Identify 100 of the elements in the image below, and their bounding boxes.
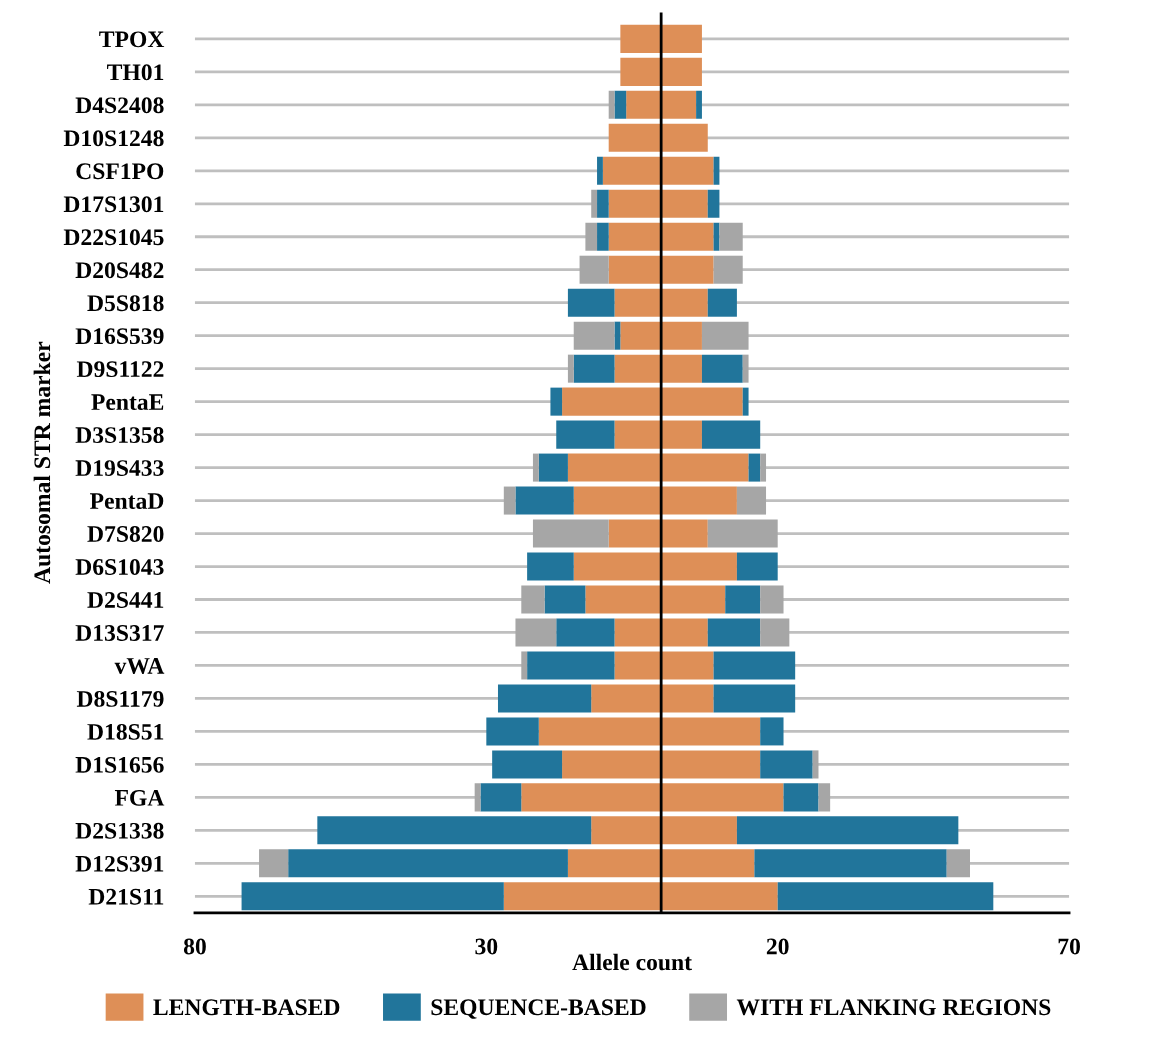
bar <box>661 57 702 86</box>
bar <box>661 255 714 284</box>
bar <box>556 618 615 647</box>
legend-label: SEQUENCE-BASED <box>431 999 646 1019</box>
y-tick-label: D10S1248 <box>63 130 164 147</box>
bar <box>556 420 615 449</box>
x-axis-title: Allele count <box>572 953 692 971</box>
bar <box>503 486 516 515</box>
bar <box>567 354 574 383</box>
bar <box>567 453 662 482</box>
bar <box>585 222 598 251</box>
bar <box>544 585 586 614</box>
bar <box>614 618 662 647</box>
bar <box>259 849 289 878</box>
bar <box>241 882 504 911</box>
bar <box>661 750 761 779</box>
bar <box>608 222 662 251</box>
bar <box>713 684 796 713</box>
bar <box>591 189 598 218</box>
bar <box>701 354 743 383</box>
bar <box>713 651 796 680</box>
y-tick-label: CSF1PO <box>76 163 164 180</box>
bar <box>736 552 778 581</box>
y-tick-label: D17S1301 <box>63 196 164 213</box>
bar <box>597 222 609 251</box>
bar <box>538 453 568 482</box>
bar <box>661 156 714 185</box>
bar <box>719 222 743 251</box>
bar <box>591 684 662 713</box>
y-axis-title: Autosomal STR marker <box>33 341 51 584</box>
y-tick-label: D4S2408 <box>75 97 164 114</box>
y-tick-label: FGA <box>114 789 165 806</box>
bar <box>736 816 959 845</box>
bar <box>661 882 778 911</box>
bar <box>661 90 697 119</box>
bar <box>661 618 708 647</box>
bar <box>661 189 708 218</box>
bar <box>696 90 702 119</box>
bar <box>661 420 702 449</box>
y-tick-label: D19S433 <box>75 460 164 477</box>
bar <box>538 717 662 746</box>
bar <box>707 519 778 548</box>
bar <box>661 222 714 251</box>
bar <box>317 816 592 845</box>
bar <box>754 849 947 878</box>
bar <box>661 123 708 152</box>
bar <box>585 585 662 614</box>
bar <box>608 255 662 284</box>
bar <box>661 486 737 515</box>
bar <box>550 387 563 416</box>
bar <box>579 255 609 284</box>
y-tick-label: D1S1656 <box>75 756 164 773</box>
bar <box>620 321 662 350</box>
bar <box>503 882 662 911</box>
bar <box>608 90 615 119</box>
bar <box>573 321 615 350</box>
y-tick-label: D21S11 <box>88 888 164 905</box>
bar <box>661 552 737 581</box>
bar <box>620 57 662 86</box>
bar <box>736 486 767 515</box>
bar <box>742 387 749 416</box>
bar <box>713 255 743 284</box>
bar <box>661 387 743 416</box>
bar <box>661 783 784 812</box>
bar <box>521 585 545 614</box>
bar <box>597 189 609 218</box>
legend-label: LENGTH-BASED <box>153 999 340 1016</box>
bar <box>725 585 761 614</box>
bar <box>661 453 749 482</box>
bar <box>614 354 662 383</box>
bar <box>661 519 708 548</box>
bar <box>562 387 662 416</box>
y-tick-label: D13S317 <box>75 625 164 641</box>
bar <box>521 651 528 680</box>
bar <box>946 849 970 878</box>
bar <box>783 783 819 812</box>
bar <box>608 123 662 152</box>
bar <box>562 750 662 779</box>
bar <box>492 750 563 779</box>
y-tick-label: D5S818 <box>87 295 164 312</box>
bar <box>626 90 662 119</box>
y-tick-label: D3S1358 <box>75 427 164 444</box>
bar <box>661 651 714 680</box>
bar <box>760 453 767 482</box>
y-tick-label: D18S51 <box>87 723 164 740</box>
bar <box>591 816 662 845</box>
bar <box>661 816 737 845</box>
bar <box>707 618 761 647</box>
y-tick-label: D2S1338 <box>75 822 164 839</box>
bar <box>760 750 813 779</box>
bar <box>661 354 702 383</box>
bar <box>608 519 662 548</box>
bar <box>567 288 615 317</box>
x-tick-label: 30 <box>475 938 498 955</box>
bar <box>532 519 609 548</box>
bar <box>497 684 592 713</box>
bar <box>602 156 662 185</box>
bar <box>661 684 714 713</box>
x-tick-label: 20 <box>766 938 789 955</box>
y-tick-label: D2S441 <box>87 592 164 608</box>
